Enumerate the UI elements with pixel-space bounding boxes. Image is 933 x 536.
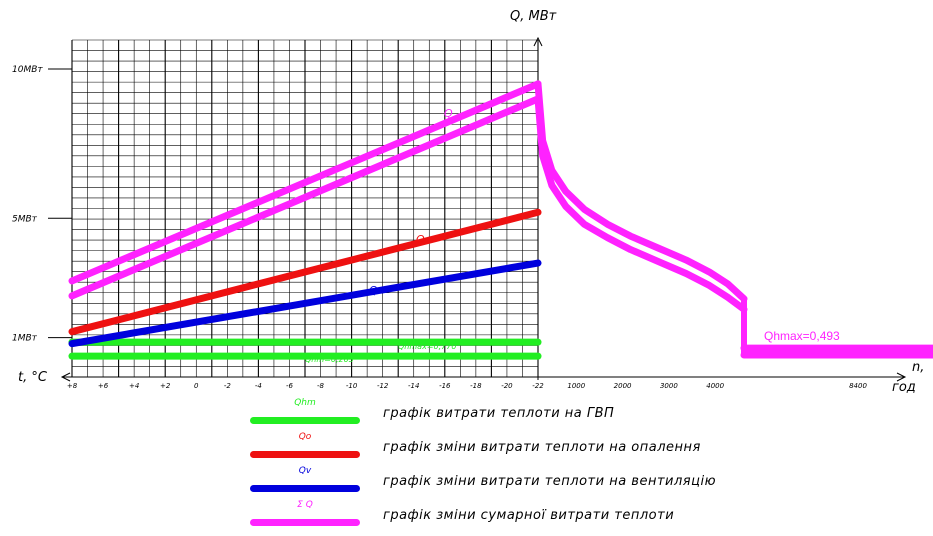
q-hmax-summer-label: Qhmax=0,493 bbox=[764, 329, 840, 343]
temperature-tick-label: +8 bbox=[67, 382, 78, 390]
legend-symbol-sum: Σ Q bbox=[297, 500, 313, 510]
grid bbox=[48, 39, 539, 378]
legend-symbol-heat: Qo bbox=[298, 432, 312, 442]
x-axis-arrow-right bbox=[896, 372, 907, 382]
hours-tick-label: 8400 bbox=[849, 382, 867, 390]
temperature-tick-label: -22 bbox=[532, 382, 544, 390]
legend-item-vent: Qv графік зміни витрати теплоти на венти… bbox=[0, 466, 933, 502]
x-axis-label-right: n, bbox=[912, 360, 924, 375]
legend-swatch-vent bbox=[250, 485, 360, 492]
legend-item-hw: Qhm графік витрати теплоти на ГВП bbox=[0, 398, 933, 434]
hours-tick-label: 1000 bbox=[567, 382, 585, 390]
temperature-tick-label: -8 bbox=[317, 382, 325, 390]
temperature-tick-label: +6 bbox=[98, 382, 109, 390]
temperature-tick-label: -4 bbox=[255, 382, 262, 390]
series-line-duration_upper bbox=[534, 80, 748, 303]
q-sum-label: Q bbox=[444, 107, 453, 120]
temperature-tick-label: -6 bbox=[286, 382, 294, 390]
q-hw-label: Qhm=0,205 bbox=[305, 355, 354, 364]
legend-label-vent: графік зміни витрати теплоти на вентиляц… bbox=[383, 474, 717, 489]
temperature-tick-label: -12 bbox=[377, 382, 389, 390]
temperature-tick-label: -2 bbox=[224, 382, 232, 390]
x-axis-arrow-left bbox=[60, 372, 71, 382]
legend-label-sum: графік зміни сумарної витрати теплоти bbox=[383, 508, 675, 523]
y-axis-label: Q, МВт bbox=[510, 9, 557, 24]
hours-tick-label: 3000 bbox=[660, 382, 678, 390]
labels: Q, МВт t, °C n, год Q Q Q Qhmax=0,770 Qh… bbox=[12, 9, 924, 395]
series-line-sum_high bbox=[68, 80, 542, 285]
series bbox=[68, 80, 933, 360]
y-axis-arrow bbox=[533, 36, 543, 47]
hours-tick-label: 2000 bbox=[614, 382, 632, 390]
y-tick-label: 5МВт bbox=[12, 214, 38, 224]
temperature-tick-label: +4 bbox=[129, 382, 139, 390]
q-heat-label: Q bbox=[416, 233, 425, 246]
legend: Qhm графік витрати теплоти на ГВП Qo гра… bbox=[0, 396, 933, 534]
legend-swatch-heat bbox=[250, 451, 360, 458]
series-line-duration_lower bbox=[534, 95, 748, 313]
legend-item-heat: Qo графік зміни витрати теплоти на опале… bbox=[0, 432, 933, 468]
y-tick-label: 1МВт bbox=[12, 334, 38, 344]
y-tick-label: 10МВт bbox=[12, 65, 43, 75]
x-axis-unit-right: год bbox=[892, 380, 916, 395]
temperature-tick-label: -10 bbox=[346, 382, 358, 390]
legend-item-sum: Σ Q графік зміни сумарної витрати теплот… bbox=[0, 500, 933, 536]
legend-label-hw: графік витрати теплоти на ГВП bbox=[383, 406, 615, 421]
q-hm-summer-label: Qhm=0,205 bbox=[767, 345, 830, 359]
q-vent-label: Q bbox=[369, 284, 378, 297]
legend-label-heat: графік зміни витрати теплоти на опалення bbox=[383, 440, 701, 455]
hours-tick-label: 4000 bbox=[706, 382, 724, 390]
legend-symbol-vent: Qv bbox=[298, 466, 312, 476]
temperature-tick-label: -16 bbox=[439, 382, 451, 390]
series-line-vent bbox=[68, 259, 542, 348]
legend-swatch-hw bbox=[250, 417, 360, 424]
x-axis-label-left: t, °C bbox=[18, 370, 48, 385]
legend-symbol-hw: Qhm bbox=[294, 398, 316, 408]
series-line-sum_low bbox=[68, 95, 542, 300]
q-hw-max-label: Qhmax=0,770 bbox=[398, 342, 456, 351]
temperature-tick-label: -14 bbox=[408, 382, 419, 390]
temperature-tick-label: -18 bbox=[470, 382, 482, 390]
temperature-tick-label: 0 bbox=[194, 382, 199, 390]
legend-swatch-sum bbox=[250, 519, 360, 526]
series-line-heat bbox=[68, 208, 542, 336]
heat-load-chart: Q, МВт t, °C n, год Q Q Q Qhmax=0,770 Qh… bbox=[12, 9, 933, 395]
temperature-tick-label: -20 bbox=[501, 382, 513, 390]
temperature-tick-label: +2 bbox=[160, 382, 171, 390]
